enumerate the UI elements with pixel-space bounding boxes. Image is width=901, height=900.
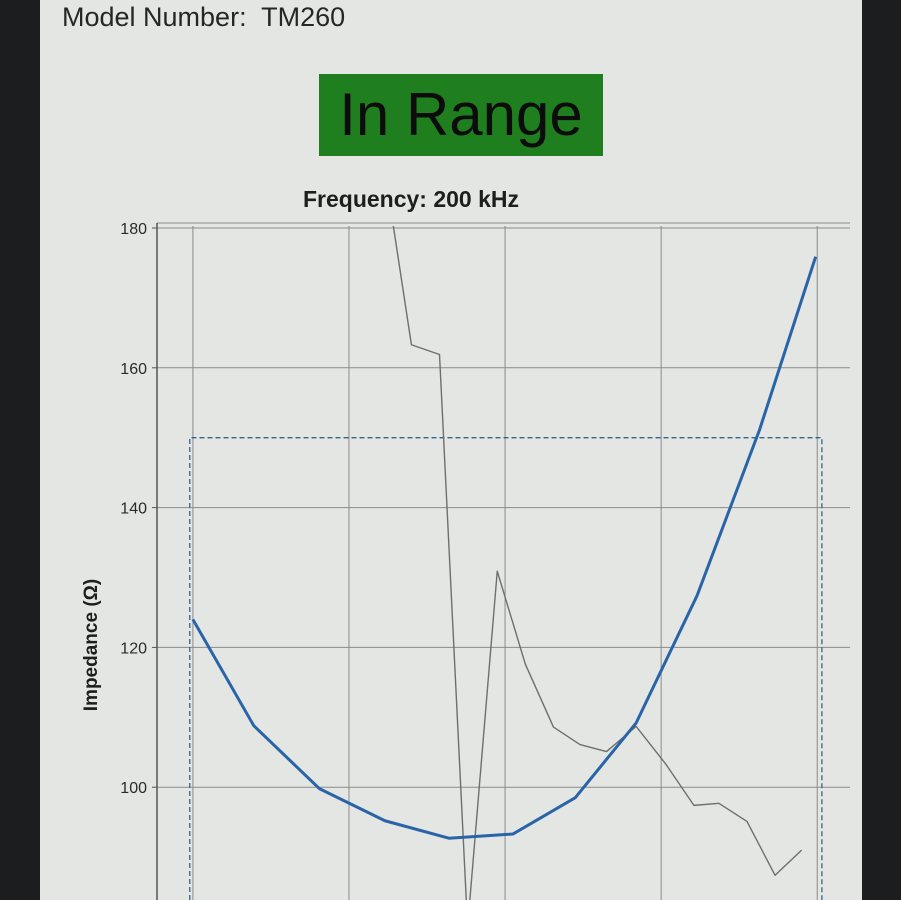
y-tick-label: 180 — [120, 221, 147, 238]
series-line-fit — [191, 256, 818, 840]
y-tick-label: 100 — [120, 780, 147, 797]
y-axis-label: Impedance (Ω) — [81, 579, 102, 711]
series-line-measured — [392, 226, 803, 900]
limit-box — [189, 437, 823, 900]
status-badge: In Range — [319, 74, 603, 156]
y-tick-label: 140 — [120, 501, 147, 518]
chart-title: Frequency: 200 kHz — [302, 186, 520, 212]
phone-screen: Model Number: TM260 In Range Frequency: … — [40, 0, 862, 900]
y-tick-label: 160 — [120, 361, 147, 378]
model-value: TM260 — [261, 2, 346, 32]
model-number: Model Number: TM260 — [62, 2, 345, 33]
y-tick-label: 120 — [120, 640, 147, 657]
model-label: Model Number: — [62, 2, 247, 32]
